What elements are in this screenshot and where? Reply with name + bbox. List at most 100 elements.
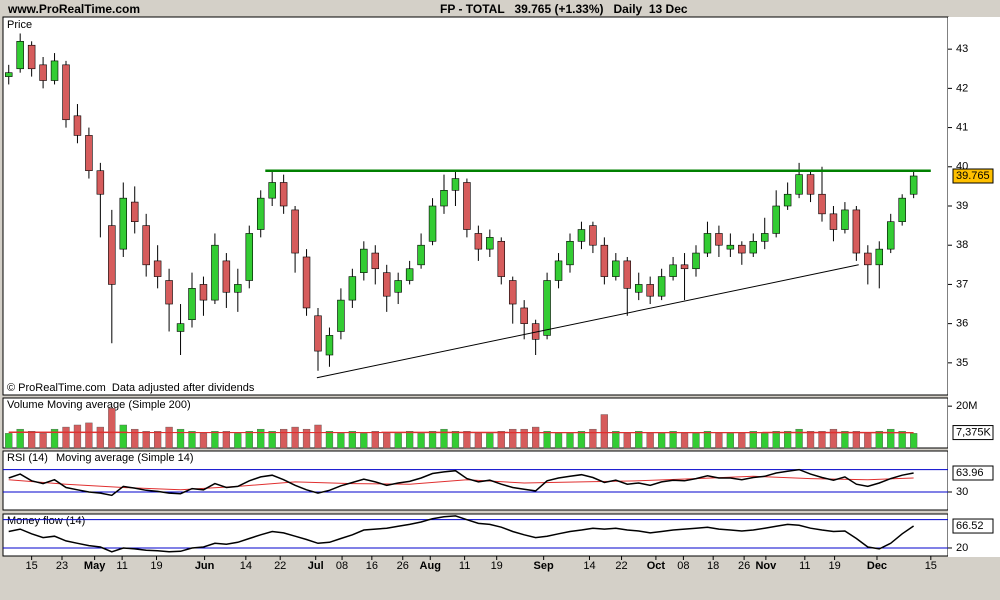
x-tick-label: 26 — [397, 560, 409, 572]
x-tick-label: Jun — [195, 560, 215, 572]
x-tick-label: May — [84, 560, 106, 572]
volume-bar — [875, 431, 883, 449]
candle-body — [348, 276, 357, 301]
candle-body — [760, 233, 769, 242]
volume-bar — [291, 426, 299, 449]
candle-body — [657, 276, 666, 297]
volume-bar — [703, 431, 712, 449]
y-tick-label: 36 — [956, 318, 968, 330]
candle-body — [772, 205, 780, 234]
value-box — [952, 518, 994, 534]
candle-body — [325, 335, 334, 356]
x-tick-label: Sep — [534, 560, 554, 572]
trend-line — [316, 264, 859, 379]
candle-body — [4, 72, 13, 77]
candle-body — [119, 197, 128, 250]
volume-bar — [520, 428, 528, 449]
candle-body — [623, 260, 632, 289]
volume-bar — [257, 428, 265, 449]
volume-bar — [428, 431, 437, 449]
x-tick-label: 23 — [56, 560, 68, 572]
x-tick-label: 14 — [240, 560, 252, 572]
x-tick-label: 16 — [366, 560, 378, 572]
volume-bar — [772, 431, 780, 449]
volume-bar — [371, 431, 379, 449]
candle-body — [153, 260, 162, 277]
candle-body — [50, 60, 59, 81]
value-box-label: 66.52 — [956, 520, 984, 532]
volume-bar — [749, 431, 757, 449]
candle-body — [142, 225, 150, 266]
candle-body — [749, 240, 758, 254]
y-tick-label: 35 — [956, 357, 968, 369]
x-tick-label: 08 — [677, 560, 689, 572]
price-label: Price — [7, 19, 32, 31]
volume-bar — [669, 431, 677, 449]
x-tick-label: Jul — [308, 560, 324, 572]
volume-bar — [715, 433, 723, 449]
candle-body — [85, 135, 93, 172]
volume-bar — [280, 428, 288, 449]
x-tick-label: 26 — [738, 560, 750, 572]
candle-body — [589, 225, 597, 246]
volume-bar — [852, 431, 860, 449]
candle-body — [497, 240, 506, 277]
volume-bar — [635, 431, 643, 449]
volume-bar — [188, 431, 196, 449]
volume-bar — [864, 433, 872, 449]
rsi-ma-line — [8, 475, 914, 491]
volume-bar — [62, 426, 70, 449]
candle-body — [451, 178, 460, 191]
volume-bar — [28, 431, 36, 449]
volume-bar — [268, 431, 276, 449]
volume-bar — [417, 433, 425, 449]
candle-body — [566, 240, 574, 266]
candle-body — [634, 284, 643, 293]
volume-bar — [589, 428, 597, 449]
volume-bar — [302, 428, 311, 449]
volume-bar — [50, 428, 59, 449]
candle-body — [806, 174, 815, 195]
y-tick-label: 39 — [956, 200, 968, 212]
volume-label: Volume — [7, 399, 44, 411]
volume-bar — [211, 431, 219, 449]
candle-body — [738, 244, 746, 254]
value-box — [952, 465, 994, 481]
x-tick-label: 11 — [116, 560, 127, 572]
candle-body — [577, 229, 586, 242]
candle-body — [726, 244, 735, 250]
candle-body — [108, 225, 116, 285]
candle-body — [898, 197, 906, 222]
volume-bar — [142, 431, 150, 449]
volume-bar — [554, 433, 563, 449]
volume-bar — [623, 433, 631, 449]
volume-bar — [222, 431, 231, 449]
x-tick-label: 11 — [459, 560, 470, 572]
value-box — [952, 168, 994, 184]
candle-body — [268, 182, 276, 199]
candle-body — [211, 244, 219, 301]
x-tick-label: 18 — [707, 560, 719, 572]
candle-body — [405, 268, 414, 281]
candle-body — [486, 237, 494, 250]
candle-body — [715, 233, 723, 246]
candle-body — [337, 299, 345, 332]
candle-body — [165, 280, 173, 305]
candle-body — [909, 175, 918, 195]
candle-body — [554, 260, 563, 281]
source-note: © ProRealTime.com Data adjusted after di… — [7, 382, 255, 394]
volume-bar — [474, 433, 483, 449]
volume-bar — [234, 433, 242, 449]
volume-bar — [337, 433, 345, 449]
volume-bar — [612, 431, 620, 449]
volume-bar — [463, 431, 471, 449]
volume-bar — [394, 433, 402, 449]
candle-body — [692, 252, 700, 270]
volume-bar — [532, 426, 540, 449]
candle-body — [188, 288, 196, 321]
candle-body — [463, 182, 471, 230]
volume-bar — [829, 428, 838, 449]
y-tick-label: 38 — [956, 239, 968, 251]
